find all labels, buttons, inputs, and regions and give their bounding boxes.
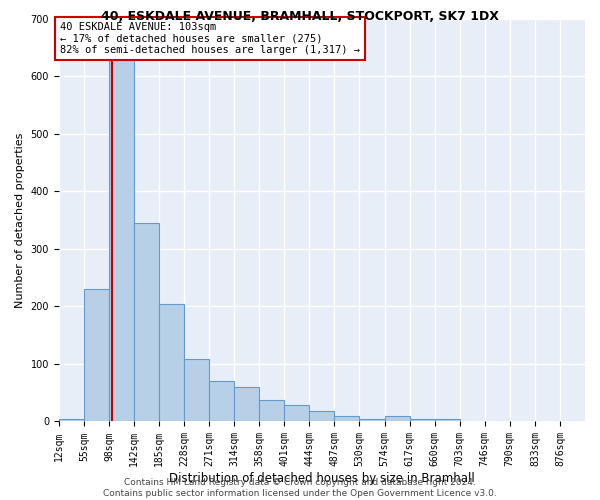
Text: 40 ESKDALE AVENUE: 103sqm
← 17% of detached houses are smaller (275)
82% of semi: 40 ESKDALE AVENUE: 103sqm ← 17% of detac…	[60, 22, 360, 55]
Bar	[410, 418, 434, 422]
Bar	[84, 289, 109, 422]
Bar	[159, 304, 184, 422]
Bar	[184, 360, 209, 422]
Bar	[434, 418, 460, 422]
Bar	[59, 418, 84, 422]
Bar	[234, 387, 259, 422]
Text: 40, ESKDALE AVENUE, BRAMHALL, STOCKPORT, SK7 1DX: 40, ESKDALE AVENUE, BRAMHALL, STOCKPORT,…	[101, 10, 499, 23]
Bar	[209, 381, 234, 422]
Y-axis label: Number of detached properties: Number of detached properties	[15, 132, 25, 308]
Bar	[284, 406, 310, 421]
Bar	[334, 416, 359, 422]
Bar	[310, 411, 334, 422]
Bar	[109, 54, 134, 422]
Bar	[134, 223, 159, 422]
Bar	[359, 418, 385, 422]
Bar	[385, 416, 410, 422]
Text: Contains HM Land Registry data © Crown copyright and database right 2024.
Contai: Contains HM Land Registry data © Crown c…	[103, 478, 497, 498]
Bar	[259, 400, 284, 421]
X-axis label: Distribution of detached houses by size in Bramhall: Distribution of detached houses by size …	[169, 472, 475, 485]
